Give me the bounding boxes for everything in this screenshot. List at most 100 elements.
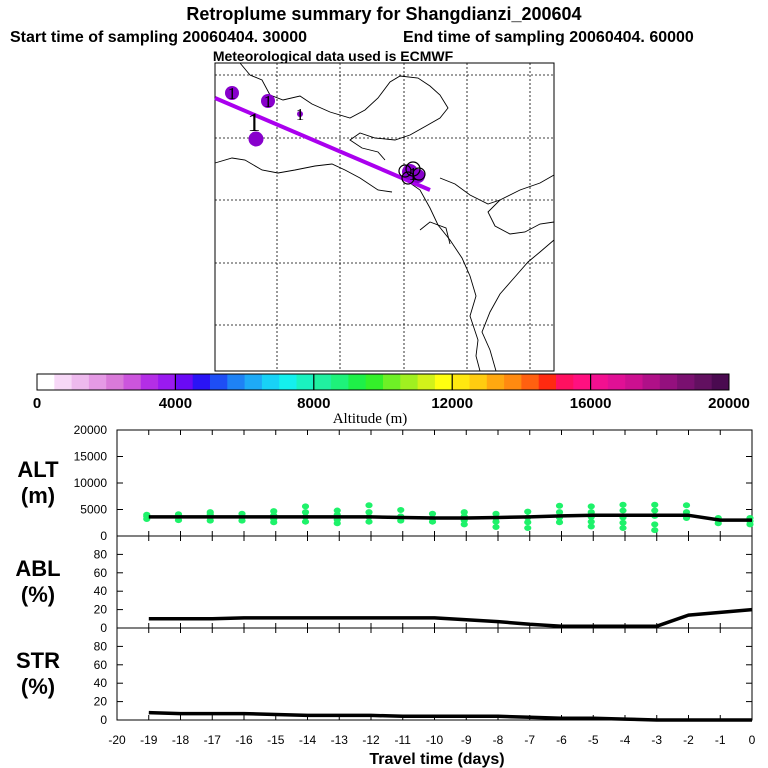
x-axis: -20 -19 -18 -17 -16 -15 -14 -13 -12 -11 -10 -9 -8 -7-… [108,733,755,747]
altitude-scatter-point [333,507,341,514]
colorbar-swatch [573,374,592,390]
altitude-colorbar: 0 4000 8000 12000 16000 20000 [33,373,750,412]
panel-abl: 0 20 40 60 80 ABL(%) [15,535,753,635]
colorbar-tick-label: 0 [33,395,41,412]
cluster-label: 1 [228,84,237,103]
colorbar-swatch [88,374,107,390]
altitude-scatter-point [365,502,373,509]
met-data-label: Meteorological data used is ECMWF [213,48,454,64]
colorbar-swatch [210,374,228,390]
altitude-scatter-point [143,511,151,518]
altitude-scatter-point [524,508,532,515]
y-tick-label: 60 [94,658,108,672]
colorbar-swatch [383,374,401,390]
cluster-marker [261,94,275,108]
colorbar-swatch [244,374,263,390]
y-tick-label: 80 [94,639,108,653]
altitude-scatter-point [301,503,310,510]
colorbar-tick-label: 20000 [708,395,750,412]
colorbar-swatch [659,374,678,390]
panel-str: 0 20 40 60 80 STR(%) [16,627,753,727]
cluster-marker [248,131,264,147]
altitude-scatter-point [651,501,659,508]
x-tick-label: -12 [362,733,380,747]
colorbar-swatch [677,374,695,390]
altitude-scatter-point [524,525,532,532]
x-axis-label: Travel time (days) [369,751,504,768]
colorbar-swatch [625,374,643,390]
y-tick-label: 20 [94,695,108,709]
x-tick-label: 0 [749,733,756,747]
cluster-marker [297,111,303,117]
alt-series-line [148,513,752,522]
colorbar-swatch [261,374,280,390]
panel-label: ABL [15,556,60,581]
x-tick-label: -20 [108,733,126,747]
map-graticule [215,63,554,371]
altitude-scatter-point [365,509,373,516]
colorbar-swatch [313,374,332,390]
panel-unit: (%) [21,582,55,607]
altitude-scatter-point [428,510,437,517]
end-time-label: End time of sampling 20060404. 60000 [403,29,694,46]
colorbar-swatch [504,374,522,390]
altitude-scatter-point [555,509,564,516]
colorbar-swatch [37,374,55,390]
x-tick-label: -1 [715,733,726,747]
map-frame [214,62,555,372]
altitude-scatter-point [619,519,627,526]
altitude-scatter-point [301,518,310,525]
cluster-label: 1 [248,108,261,137]
altitude-scatter-point [301,509,310,516]
x-tick-label: -3 [651,733,662,747]
altitude-scatter-point [682,502,691,509]
y-tick-label: 20 [94,603,108,617]
x-tick-label: -16 [235,733,253,747]
altitude-scatter-point [270,508,278,515]
colorbar-swatch [106,374,124,390]
colorbar-swatch [417,374,436,390]
colorbar-swatch [469,374,488,390]
x-tick-label: -7 [524,733,535,747]
colorbar-swatch [365,374,384,390]
colorbar-swatch [434,374,453,390]
x-tick-label: -17 [204,733,222,747]
colorbar-swatch [607,374,626,390]
altitude-scatter-point [397,507,405,514]
x-tick-label: -6 [556,733,567,747]
x-tick-label: -10 [426,733,444,747]
altitude-scatter-point [619,501,627,508]
colorbar-label: Altitude (m) [333,411,408,427]
altitude-scatter-point [492,523,500,530]
altitude-scatter-point [587,518,595,525]
map-coastlines [214,62,555,372]
altitude-scatter-point [651,507,659,514]
altitude-scatter-point [365,518,373,525]
x-tick-label: -5 [588,733,599,747]
trajectory-map: 1 1 1 1 1 [214,62,555,372]
altitude-scatter-point [651,521,659,528]
colorbar-tick-label: 12000 [431,395,473,412]
colorbar-swatch [556,374,574,390]
cluster-label: 1 [264,92,273,111]
y-tick-label: 20000 [74,423,108,437]
altitude-scatter-point [587,503,595,510]
altitude-scatter-point [524,519,532,526]
x-tick-label: -2 [683,733,694,747]
colorbar-swatch [486,374,505,390]
y-tick-label: 10000 [74,476,108,490]
panel-alt: 0 5000 10000 15000 20000 ALT(m) [17,423,754,543]
y-tick-label: 60 [94,566,108,580]
cluster-label: 1 [296,105,305,124]
colorbar-swatch [331,374,349,390]
colorbar-swatch [711,374,730,390]
colorbar-swatch [227,374,246,390]
colorbar-tick-label: 4000 [159,395,192,412]
altitude-scatter-point [587,523,595,530]
panel-label: STR [16,648,60,673]
colorbar-swatch [400,374,419,390]
cluster-marker [225,86,239,100]
panel-label: ALT [17,457,59,482]
x-tick-label: -4 [620,733,631,747]
